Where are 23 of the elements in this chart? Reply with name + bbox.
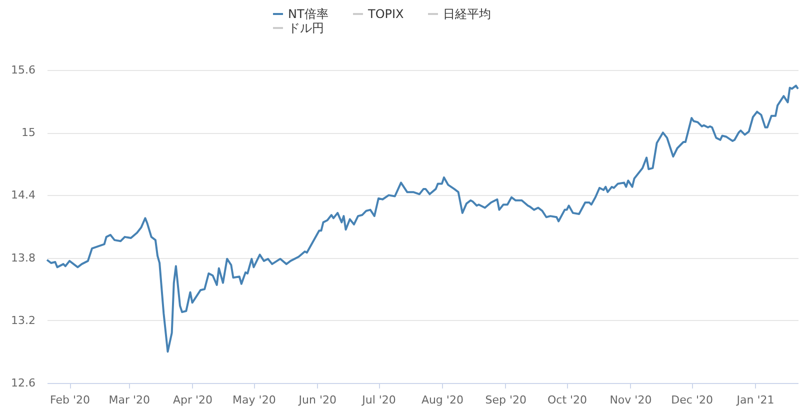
x-tick-label: Jun '20	[298, 394, 336, 406]
x-tick-label: Jul '20	[361, 394, 396, 406]
legend-label: NT倍率	[288, 7, 328, 21]
legend-label: 日経平均	[443, 7, 491, 21]
x-tick-label: Jan '21	[736, 394, 774, 406]
x-tick-label: Aug '20	[421, 394, 464, 406]
x-tick-label: May '20	[232, 394, 276, 406]
x-tick-label: Nov '20	[610, 394, 652, 406]
x-tick-label: Oct '20	[547, 394, 588, 406]
legend-label: ドル円	[288, 21, 324, 35]
x-tick-label: Dec '20	[671, 394, 713, 406]
y-tick-label: 15.6	[11, 64, 36, 76]
x-tick-label: Feb '20	[50, 394, 90, 406]
x-tick-label: Mar '20	[108, 394, 150, 406]
y-tick-label: 13.8	[11, 251, 36, 264]
legend-label: TOPIX	[367, 7, 404, 21]
line-series	[46, 84, 799, 353]
x-tick-label: Apr '20	[173, 394, 213, 406]
y-tick-label: 14.4	[11, 188, 36, 202]
x-tick-label: Sep '20	[485, 394, 526, 406]
y-tick-label: 13.2	[11, 314, 36, 327]
y-tick-label: 12.6	[11, 376, 36, 390]
y-tick-label: 15	[22, 126, 36, 140]
